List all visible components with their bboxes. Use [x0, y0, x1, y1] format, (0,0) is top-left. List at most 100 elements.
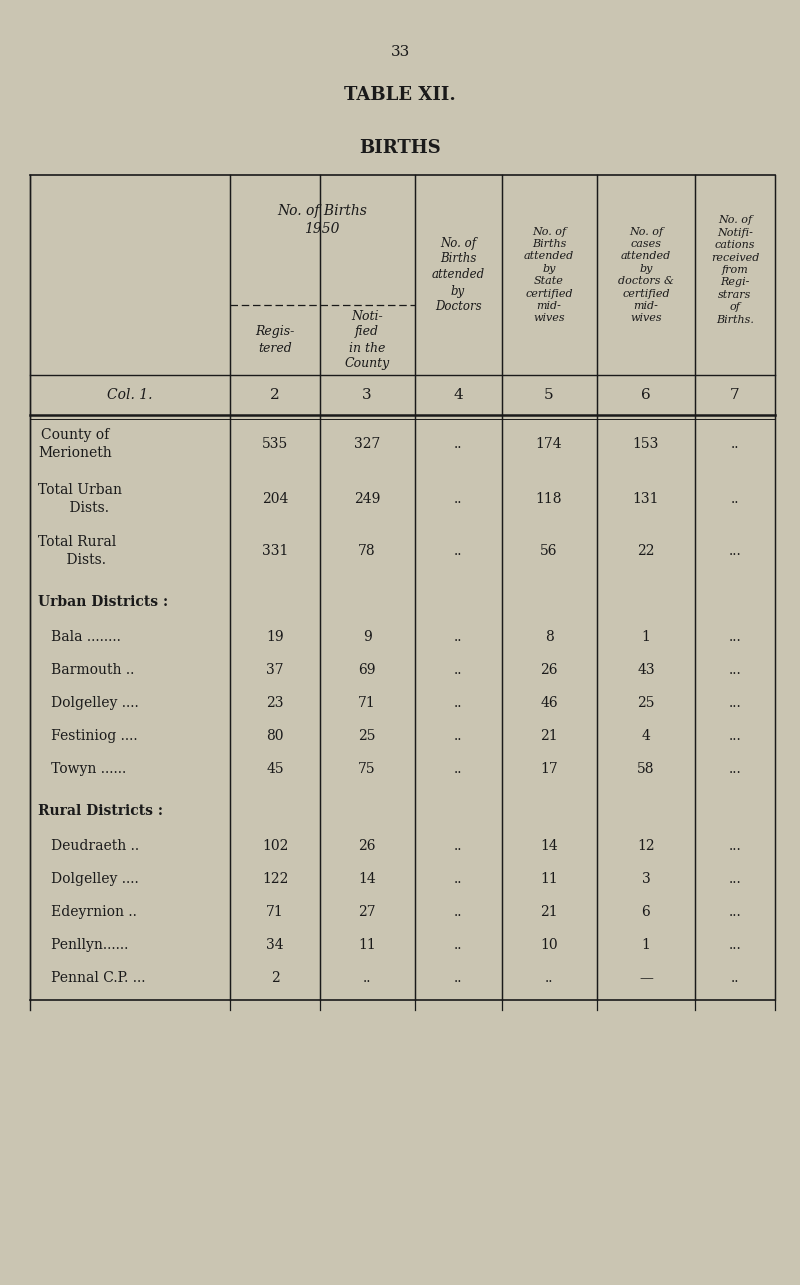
Text: Edeyrnion ..: Edeyrnion .. — [38, 905, 137, 919]
Text: ..: .. — [454, 544, 462, 558]
Text: 46: 46 — [540, 696, 558, 711]
Text: Bala ........: Bala ........ — [38, 630, 121, 644]
Text: ..: .. — [545, 971, 554, 986]
Text: 26: 26 — [358, 839, 376, 853]
Text: 131: 131 — [633, 492, 659, 506]
Text: Penllyn......: Penllyn...... — [38, 938, 128, 952]
Text: Dolgelley ....: Dolgelley .... — [38, 696, 138, 711]
Text: 9: 9 — [362, 630, 371, 644]
Text: ..: .. — [454, 938, 462, 952]
Text: 4: 4 — [642, 729, 650, 743]
Text: 27: 27 — [358, 905, 376, 919]
Text: County of
Merioneth: County of Merioneth — [38, 428, 112, 460]
Text: Noti-
fied
in the
County: Noti- fied in the County — [344, 310, 390, 370]
Text: 25: 25 — [638, 696, 654, 711]
Text: No. of Births
1950: No. of Births 1950 — [277, 204, 367, 235]
Text: 6: 6 — [641, 388, 651, 402]
Text: 43: 43 — [637, 663, 655, 677]
Text: 118: 118 — [536, 492, 562, 506]
Text: ..: .. — [454, 729, 462, 743]
Text: 1: 1 — [642, 630, 650, 644]
Text: ...: ... — [729, 630, 742, 644]
Text: ..: .. — [454, 630, 462, 644]
Text: 78: 78 — [358, 544, 376, 558]
Text: 8: 8 — [545, 630, 554, 644]
Text: 21: 21 — [540, 729, 558, 743]
Text: ..: .. — [454, 839, 462, 853]
Text: 6: 6 — [642, 905, 650, 919]
Text: Col. 1.: Col. 1. — [107, 388, 153, 402]
Text: 56: 56 — [540, 544, 558, 558]
Text: ...: ... — [729, 696, 742, 711]
Text: 4: 4 — [453, 388, 463, 402]
Text: ..: .. — [454, 663, 462, 677]
Text: —: — — [639, 971, 653, 986]
Text: ..: .. — [454, 437, 462, 451]
Text: ...: ... — [729, 873, 742, 885]
Text: ..: .. — [730, 971, 739, 986]
Text: ...: ... — [729, 544, 742, 558]
Text: 34: 34 — [266, 938, 284, 952]
Text: ..: .. — [454, 762, 462, 776]
Text: 71: 71 — [358, 696, 376, 711]
Text: 331: 331 — [262, 544, 288, 558]
Text: 45: 45 — [266, 762, 284, 776]
Text: 10: 10 — [540, 938, 558, 952]
Text: 11: 11 — [358, 938, 376, 952]
Text: Rural Districts :: Rural Districts : — [38, 804, 163, 819]
Text: TABLE XII.: TABLE XII. — [344, 86, 456, 104]
Text: 37: 37 — [266, 663, 284, 677]
Text: 535: 535 — [262, 437, 288, 451]
Text: Total Rural
    Dists.: Total Rural Dists. — [38, 536, 116, 567]
Text: 3: 3 — [362, 388, 372, 402]
Text: 7: 7 — [730, 388, 740, 402]
Text: ...: ... — [729, 729, 742, 743]
Text: 17: 17 — [540, 762, 558, 776]
Text: No. of
cases
attended
by
doctors &
certified
mid-
wives: No. of cases attended by doctors & certi… — [618, 226, 674, 324]
Text: ...: ... — [729, 663, 742, 677]
Text: 327: 327 — [354, 437, 380, 451]
Text: 69: 69 — [358, 663, 376, 677]
Text: 1: 1 — [642, 938, 650, 952]
Text: 21: 21 — [540, 905, 558, 919]
Text: No. of
Notifi-
cations
received
from
Regi-
strars
of
Births.: No. of Notifi- cations received from Reg… — [711, 216, 759, 325]
Text: Total Urban
    Dists.: Total Urban Dists. — [38, 483, 122, 515]
Text: 75: 75 — [358, 762, 376, 776]
Text: 102: 102 — [262, 839, 288, 853]
Text: Dolgelley ....: Dolgelley .... — [38, 873, 138, 885]
Text: Towyn ......: Towyn ...... — [38, 762, 126, 776]
Text: 153: 153 — [633, 437, 659, 451]
Text: 14: 14 — [358, 873, 376, 885]
Text: ...: ... — [729, 905, 742, 919]
Text: ...: ... — [729, 762, 742, 776]
Text: ..: .. — [454, 696, 462, 711]
Text: 14: 14 — [540, 839, 558, 853]
Text: 58: 58 — [638, 762, 654, 776]
Text: 12: 12 — [637, 839, 655, 853]
Text: Regis-
tered: Regis- tered — [255, 325, 294, 355]
Text: Deudraeth ..: Deudraeth .. — [38, 839, 139, 853]
Text: ...: ... — [729, 938, 742, 952]
Text: 174: 174 — [536, 437, 562, 451]
Text: 2: 2 — [270, 388, 280, 402]
Text: 11: 11 — [540, 873, 558, 885]
Text: 25: 25 — [358, 729, 376, 743]
Text: 2: 2 — [270, 971, 279, 986]
Text: ..: .. — [454, 905, 462, 919]
Text: 3: 3 — [642, 873, 650, 885]
Text: 204: 204 — [262, 492, 288, 506]
Text: No. of
Births
attended
by
State
certified
mid-
wives: No. of Births attended by State certifie… — [524, 226, 574, 324]
Text: 19: 19 — [266, 630, 284, 644]
Text: Pennal C.P. ...: Pennal C.P. ... — [38, 971, 146, 986]
Text: Festiniog ....: Festiniog .... — [38, 729, 138, 743]
Text: ...: ... — [729, 839, 742, 853]
Text: 71: 71 — [266, 905, 284, 919]
Text: Urban Districts :: Urban Districts : — [38, 595, 168, 609]
Text: 249: 249 — [354, 492, 380, 506]
Text: 80: 80 — [266, 729, 284, 743]
Text: ..: .. — [730, 492, 739, 506]
Text: ..: .. — [454, 873, 462, 885]
Text: Barmouth ..: Barmouth .. — [38, 663, 134, 677]
Text: 5: 5 — [544, 388, 554, 402]
Text: ..: .. — [454, 971, 462, 986]
